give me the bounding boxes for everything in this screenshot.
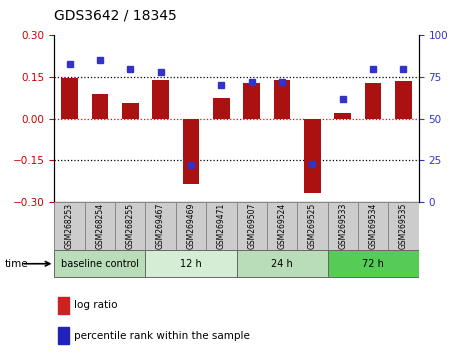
Bar [122, 103, 139, 119]
Bar [358, 202, 388, 250]
Bar [304, 119, 321, 193]
Bar [176, 202, 206, 250]
Bar [183, 119, 199, 184]
Bar [146, 250, 236, 277]
Text: GSM269535: GSM269535 [399, 202, 408, 249]
Bar [274, 80, 290, 119]
Text: GSM269467: GSM269467 [156, 202, 165, 249]
Bar [236, 250, 327, 277]
Bar [152, 80, 169, 119]
Text: GSM269507: GSM269507 [247, 202, 256, 249]
Bar [54, 202, 85, 250]
Text: time: time [5, 259, 28, 269]
Text: GSM269524: GSM269524 [278, 202, 287, 249]
Text: GSM269471: GSM269471 [217, 202, 226, 249]
Text: 24 h: 24 h [271, 259, 293, 269]
Text: GSM268255: GSM268255 [126, 202, 135, 249]
Bar [365, 82, 381, 119]
Bar [327, 250, 419, 277]
Bar [92, 94, 108, 119]
Bar [61, 78, 78, 119]
Text: GSM269525: GSM269525 [308, 202, 317, 249]
Text: GSM268254: GSM268254 [96, 202, 105, 249]
Text: 72 h: 72 h [362, 259, 384, 269]
Bar [334, 113, 351, 119]
Text: GSM268253: GSM268253 [65, 202, 74, 249]
Bar [58, 327, 69, 344]
Bar [213, 98, 230, 119]
Text: percentile rank within the sample: percentile rank within the sample [74, 331, 250, 341]
Bar [243, 82, 260, 119]
Bar [297, 202, 327, 250]
Bar [388, 202, 419, 250]
Bar [145, 202, 176, 250]
Text: 12 h: 12 h [180, 259, 202, 269]
Text: GSM269469: GSM269469 [186, 202, 195, 249]
Bar [85, 202, 115, 250]
Text: baseline control: baseline control [61, 259, 139, 269]
Bar [115, 202, 146, 250]
Bar [54, 250, 146, 277]
Text: GSM269533: GSM269533 [338, 202, 347, 249]
Bar [327, 202, 358, 250]
Text: GSM269534: GSM269534 [368, 202, 377, 249]
Bar [58, 297, 69, 314]
Bar [236, 202, 267, 250]
Text: GDS3642 / 18345: GDS3642 / 18345 [54, 9, 177, 23]
Bar [206, 202, 236, 250]
Bar [395, 81, 412, 119]
Bar [267, 202, 297, 250]
Text: log ratio: log ratio [74, 300, 118, 310]
